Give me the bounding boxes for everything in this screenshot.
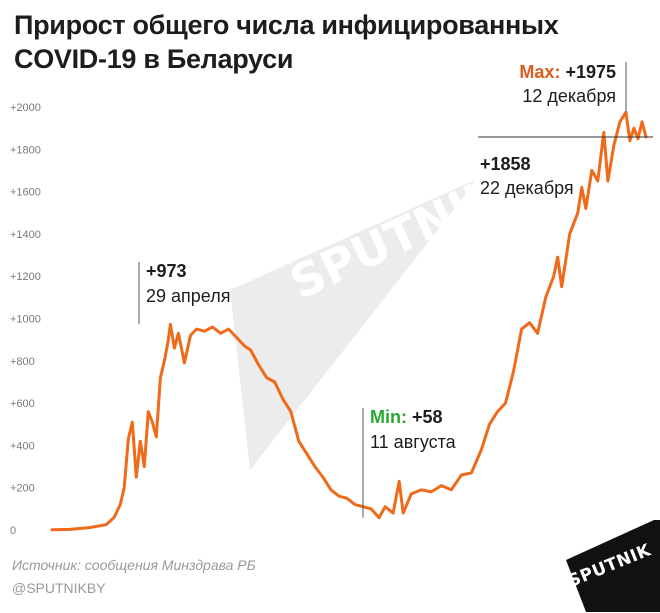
annotation-value-number: +1975 [565,62,616,82]
annotation-prefix: Min: [370,407,412,427]
y-tick-label: +800 [10,356,35,368]
watermark-text: SPUTNIK [282,164,513,310]
annotation-date: 22 декабря [480,178,574,198]
y-tick-label: +1600 [10,187,41,199]
y-tick-label: +2000 [10,102,41,114]
annotation-value-number: +58 [412,407,443,427]
title-line-2: COVID-19 в Беларуси [14,44,294,74]
source-note: Источник: сообщения Минздрава РБ [12,557,256,573]
chart-title: Прирост общего числа инфицированных COVI… [14,8,634,76]
y-tick-label: +1200 [10,271,41,283]
annotation-value-number: +973 [146,261,187,281]
y-tick-label: +400 [10,440,35,452]
y-axis: 0 +200 +400 +600 +800 +1000 +1200 +1400 +1600 +18… [10,102,41,537]
sputnik-logo [566,520,660,612]
twitter-handle: @SPUTNIKBY [12,580,106,596]
annotations: +973 29 апреля Min: +58 11 августа Max: +197… [138,62,653,518]
annotation-date: 29 апреля [146,286,230,306]
annotation-date: 12 декабря [522,86,616,106]
annotation-prefix: Max: [519,62,565,82]
plot-area [50,110,648,532]
annotation-date: 11 августа [370,432,457,452]
watermark-shape [230,180,475,470]
y-tick-label: +200 [10,483,35,495]
y-tick-label: +1400 [10,229,41,241]
annotation-value: Min: +58 [370,407,443,427]
y-tick-label: +1800 [10,144,41,156]
annotation-value: Max: +1975 [519,62,616,82]
annotation-value: +973 [146,261,187,281]
y-tick-label: +600 [10,398,35,410]
series-line [50,110,648,532]
y-tick-label: 0 [10,525,16,537]
annotation-value-number: +1858 [480,154,531,174]
title-line-1: Прирост общего числа инфицированных [14,10,559,40]
annotation-value: +1858 [480,154,531,174]
y-tick-label: +1000 [10,314,41,326]
